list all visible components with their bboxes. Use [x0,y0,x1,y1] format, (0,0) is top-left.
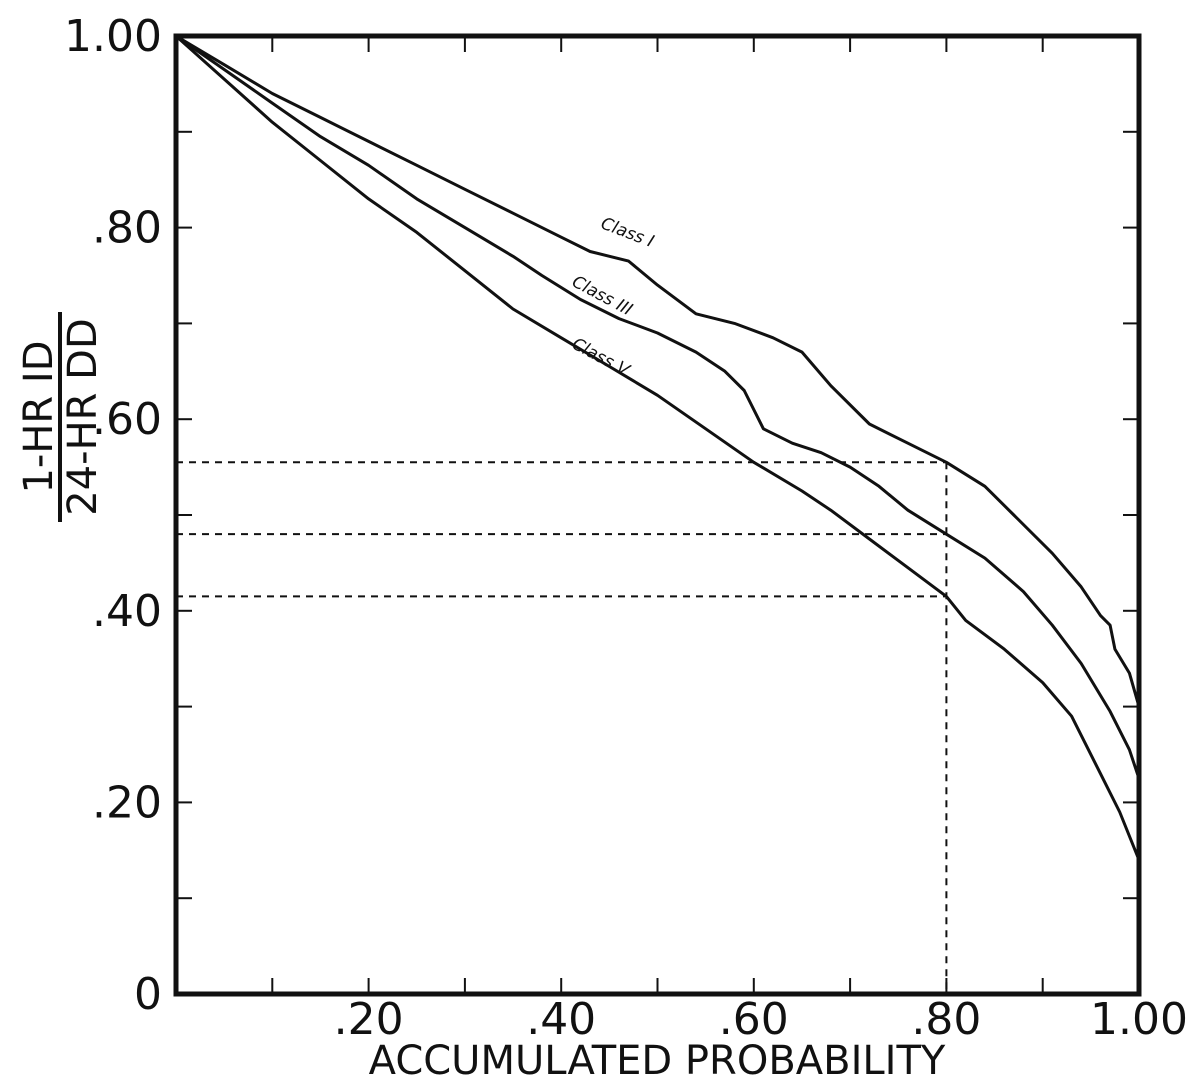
x-tick-label: .40 [526,994,596,1045]
series-label: Class V [568,334,633,381]
series-label: Class III [568,272,635,320]
y-tick-label: .60 [92,394,162,445]
y-axis-title: 1-HR ID 24-HR DD [16,312,106,522]
series-line-class-v [175,34,1141,861]
x-axis-title: ACCUMULATED PROBABILITY [369,1038,946,1084]
y-axis-title-denominator: 24-HR DD [60,318,106,516]
y-tick-label: 1.00 [64,11,162,62]
y-axis-title-numerator: 1-HR ID [16,340,62,493]
x-tick-label: .80 [911,994,981,1045]
series-line-class-i [175,34,1141,708]
y-tick-label: 0 [134,969,162,1020]
series-line-class-iii [175,34,1141,779]
x-tick-labels: .20 .40 .60 .80 1.00 [334,994,1187,1045]
reference-lines [176,461,948,994]
series-labels: Class I Class III Class V [568,214,656,382]
y-tick-label: .40 [92,586,162,637]
y-tick-labels: 0 .20 .40 .60 .80 1.00 [64,11,162,1020]
x-tick-label: .20 [334,994,404,1045]
y-tick-label: .80 [92,203,162,254]
y-tick-label: .20 [92,777,162,828]
series-label: Class I [598,214,657,252]
axis-ticks [176,36,1139,994]
x-tick-label: .60 [719,994,789,1045]
plot-frame [173,33,1142,997]
x-tick-label: 1.00 [1090,994,1187,1045]
series-curves [175,34,1141,861]
